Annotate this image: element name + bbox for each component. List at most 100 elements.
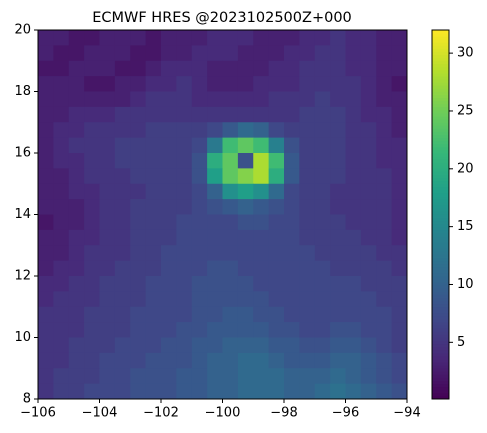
heat-cell — [391, 30, 408, 46]
heat-cell — [284, 383, 300, 400]
heat-cell — [145, 30, 162, 46]
heat-cell — [376, 229, 393, 246]
heat-cell — [99, 45, 116, 62]
heat-cell — [68, 30, 85, 46]
heat-cell — [314, 30, 331, 46]
colorbar-swatch — [432, 374, 449, 378]
heat-cell — [284, 245, 300, 262]
heat-cell — [222, 322, 239, 338]
heat-cell — [222, 137, 239, 154]
heat-cell — [284, 137, 300, 154]
heat-cell — [145, 60, 162, 77]
heat-cell — [68, 91, 85, 108]
heat-cell — [345, 137, 362, 154]
heat-cell — [84, 352, 100, 369]
heat-cell — [176, 91, 193, 108]
heat-cell — [268, 368, 285, 385]
heat-cell — [299, 122, 316, 139]
colorbar-swatch — [432, 97, 449, 102]
heat-cell — [314, 368, 331, 385]
heat-cell — [38, 199, 54, 215]
heat-cell — [38, 260, 54, 277]
y-tick-label: 8 — [23, 392, 31, 407]
heat-cell — [360, 368, 377, 385]
heat-cell — [299, 306, 316, 323]
heat-cell — [253, 168, 270, 185]
heat-cell — [222, 106, 239, 123]
heat-cell — [391, 291, 408, 308]
heat-cell — [207, 183, 223, 200]
heat-cell — [253, 45, 270, 62]
y-tick-label: 14 — [14, 207, 31, 222]
heat-cell — [253, 214, 270, 231]
heat-cell — [161, 306, 177, 323]
heat-cell — [314, 306, 331, 323]
heat-cell — [237, 199, 254, 215]
heat-cell — [284, 122, 300, 139]
heat-cell — [391, 229, 408, 246]
heat-cell — [360, 245, 377, 262]
heat-cell — [222, 183, 239, 200]
heat-cell — [268, 106, 285, 123]
heat-cell — [222, 337, 239, 354]
heat-cell — [345, 60, 362, 77]
heat-cell — [145, 183, 162, 200]
colorbar-swatch — [432, 346, 449, 351]
heat-cell — [161, 245, 177, 262]
heat-cell — [299, 199, 316, 215]
colorbar-swatch — [432, 272, 449, 277]
heat-cell — [176, 137, 193, 154]
heat-cell — [222, 229, 239, 246]
heat-cell — [145, 122, 162, 139]
heat-cell — [84, 30, 100, 46]
heat-cell — [114, 352, 131, 369]
heat-cell — [345, 183, 362, 200]
heat-cell — [237, 153, 254, 169]
colorbar-swatch — [432, 257, 449, 262]
heat-cell — [253, 260, 270, 277]
heat-cell — [84, 368, 100, 385]
colorbar-swatch — [432, 389, 449, 394]
colorbar-swatch — [432, 362, 449, 366]
heat-cell — [268, 352, 285, 369]
heat-cell — [53, 245, 70, 262]
heat-cell — [237, 30, 254, 46]
heat-cell — [299, 291, 316, 308]
colorbar-swatch — [432, 94, 449, 99]
colorbar-swatch — [432, 349, 449, 354]
heat-cell — [191, 383, 208, 400]
heat-cell — [330, 306, 346, 323]
heat-cell — [360, 137, 377, 154]
heat-cell — [299, 245, 316, 262]
heat-cell — [360, 383, 377, 400]
heat-cell — [268, 383, 285, 400]
colorbar-swatch — [432, 165, 449, 169]
heat-cell — [161, 291, 177, 308]
colorbar-swatch — [432, 368, 449, 372]
heat-cell — [99, 153, 116, 169]
heat-cell — [53, 137, 70, 154]
heat-cell — [253, 368, 270, 385]
colorbar-swatch — [432, 303, 449, 308]
heat-cell — [84, 45, 100, 62]
heat-cell — [68, 168, 85, 185]
heat-cell — [360, 76, 377, 92]
heat-cell — [268, 306, 285, 323]
x-tick-label: −98 — [270, 406, 297, 421]
colorbar-swatch — [432, 297, 449, 301]
heat-cell — [68, 153, 85, 169]
colorbar-swatch — [432, 51, 449, 55]
heat-cell — [38, 291, 54, 308]
heat-cell — [345, 106, 362, 123]
heat-cell — [330, 106, 346, 123]
colorbar-swatch — [432, 91, 449, 95]
heat-cell — [114, 137, 131, 154]
heat-cell — [84, 322, 100, 338]
heat-cell — [176, 60, 193, 77]
heat-cell — [360, 60, 377, 77]
heat-cell — [253, 137, 270, 154]
heat-cell — [38, 245, 54, 262]
colorbar-swatch — [432, 282, 449, 286]
heat-cell — [391, 322, 408, 338]
heat-cell — [176, 122, 193, 139]
